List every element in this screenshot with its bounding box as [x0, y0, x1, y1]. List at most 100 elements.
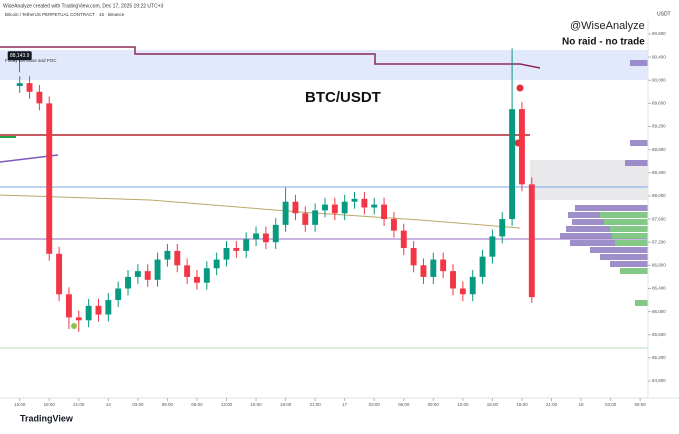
candle-body — [115, 288, 122, 301]
high-label-box — [7, 51, 32, 61]
resistance-line — [0, 46, 541, 69]
y-tick-label: 86,000 — [652, 309, 666, 314]
candle-body — [174, 250, 181, 266]
y-tick-label: 89,600 — [652, 101, 666, 106]
x-tick-label: 18 — [579, 402, 585, 407]
volume-profile — [560, 60, 648, 306]
zone-label: Friday US close and POC — [5, 58, 57, 63]
x-tick-label: 12:00 — [457, 402, 469, 407]
x-tick-label: 18:00 — [44, 402, 56, 407]
y-tick-label: 90,800 — [652, 31, 666, 36]
y-tick-label: 85,200 — [652, 355, 666, 360]
x-tick-label: 03:00 — [605, 402, 617, 407]
candle-body — [331, 204, 338, 214]
note: No raid - no trade — [562, 37, 645, 48]
candle-body — [203, 268, 210, 283]
x-tick-label: 12:00 — [221, 402, 233, 407]
candle-body — [164, 250, 171, 260]
candle-body — [361, 198, 368, 208]
candle-body — [36, 91, 43, 104]
x-tick-label: 21:00 — [546, 402, 558, 407]
candle-body — [65, 294, 72, 318]
brand: TradingView — [20, 413, 74, 423]
candle-body — [134, 271, 141, 277]
x-tick-label: 06:00 — [634, 402, 646, 407]
candle-body — [154, 259, 161, 280]
x-tick-label: 15:00 — [14, 402, 26, 407]
candle-body — [85, 305, 92, 321]
y-tick-label: 85,600 — [652, 332, 666, 337]
candle-body — [440, 259, 447, 272]
x-tick-label: 14 — [106, 402, 112, 407]
x-tick-label: 15:00 — [250, 402, 262, 407]
candle-body — [430, 259, 437, 277]
candle-body — [184, 265, 191, 277]
ema-line — [0, 194, 521, 229]
gray-zone — [530, 160, 648, 200]
y-tick-label: 87,600 — [652, 216, 666, 221]
candle-body — [341, 201, 348, 214]
candle-body — [105, 300, 112, 315]
y-tick-label: 90,000 — [652, 77, 666, 82]
candle-body — [56, 253, 63, 295]
candle-body — [410, 247, 417, 266]
candle-body — [213, 259, 220, 269]
candle-body — [302, 213, 309, 225]
x-tick-label: 03:00 — [369, 402, 381, 407]
candle-body — [46, 103, 53, 254]
candle-body — [125, 276, 131, 289]
candle-body — [322, 204, 328, 211]
x-tick-label: 18:00 — [516, 402, 528, 407]
x-tick-label: 09:00 — [191, 402, 203, 407]
x-tick-label: 09:00 — [428, 402, 440, 407]
candle-body — [16, 83, 23, 87]
plot: 90,800 90,400 90,000 89,600 89,200 88,800 88,4… — [7, 31, 666, 407]
x-tick-label: 06:00 — [398, 402, 410, 407]
candle-body — [381, 204, 388, 220]
x-tick-label: 18:00 — [280, 402, 292, 407]
candle-body — [518, 109, 525, 185]
author: @WiseAnalyze — [570, 20, 645, 32]
y-tick-label: 86,800 — [652, 263, 666, 268]
chart-title: BTC/USDT — [305, 89, 381, 106]
candle-body — [469, 276, 476, 295]
candle-body — [499, 219, 506, 237]
x-tick-label: 03:00 — [132, 402, 144, 407]
candle-body — [194, 276, 200, 283]
candle-body — [282, 201, 289, 225]
candle-body — [292, 201, 299, 214]
y-tick-label: 84,800 — [652, 378, 666, 383]
candle-body — [528, 184, 535, 298]
y-tick-label: 88,400 — [652, 170, 666, 175]
candle-body — [144, 271, 151, 280]
candle-body — [390, 219, 397, 231]
x-tick-label: 06:00 — [162, 402, 174, 407]
y-tick-label: 86,400 — [652, 286, 666, 291]
candle-body — [253, 233, 260, 240]
header: WiseAnalyze created with TradingView.com… — [3, 3, 164, 9]
candle-body — [371, 204, 378, 208]
candle-body — [351, 198, 358, 202]
candle-body — [479, 256, 486, 277]
candle-body — [26, 83, 33, 92]
poc-zone — [0, 50, 648, 80]
signal-dot — [71, 323, 77, 329]
currency: USDT — [657, 11, 671, 17]
signal-dot — [516, 84, 524, 92]
candle-body — [489, 236, 496, 257]
candle-body — [312, 210, 319, 225]
symbol: Bitcoin / TetherUS PERPETUAL CONTRACT · … — [5, 12, 125, 17]
y-tick-label: 90,400 — [652, 54, 666, 59]
candle-body — [95, 305, 102, 315]
y-tick-label: 89,200 — [652, 124, 666, 129]
candle-body — [243, 239, 250, 251]
x-tick-label: 17 — [342, 402, 348, 407]
candle-body — [420, 265, 427, 277]
y-tick-label: 88,800 — [652, 147, 666, 152]
candle-body — [450, 271, 456, 289]
candle-body — [272, 224, 279, 243]
candle-body — [75, 317, 82, 321]
candle-body — [509, 109, 516, 220]
candle-body — [223, 247, 230, 260]
